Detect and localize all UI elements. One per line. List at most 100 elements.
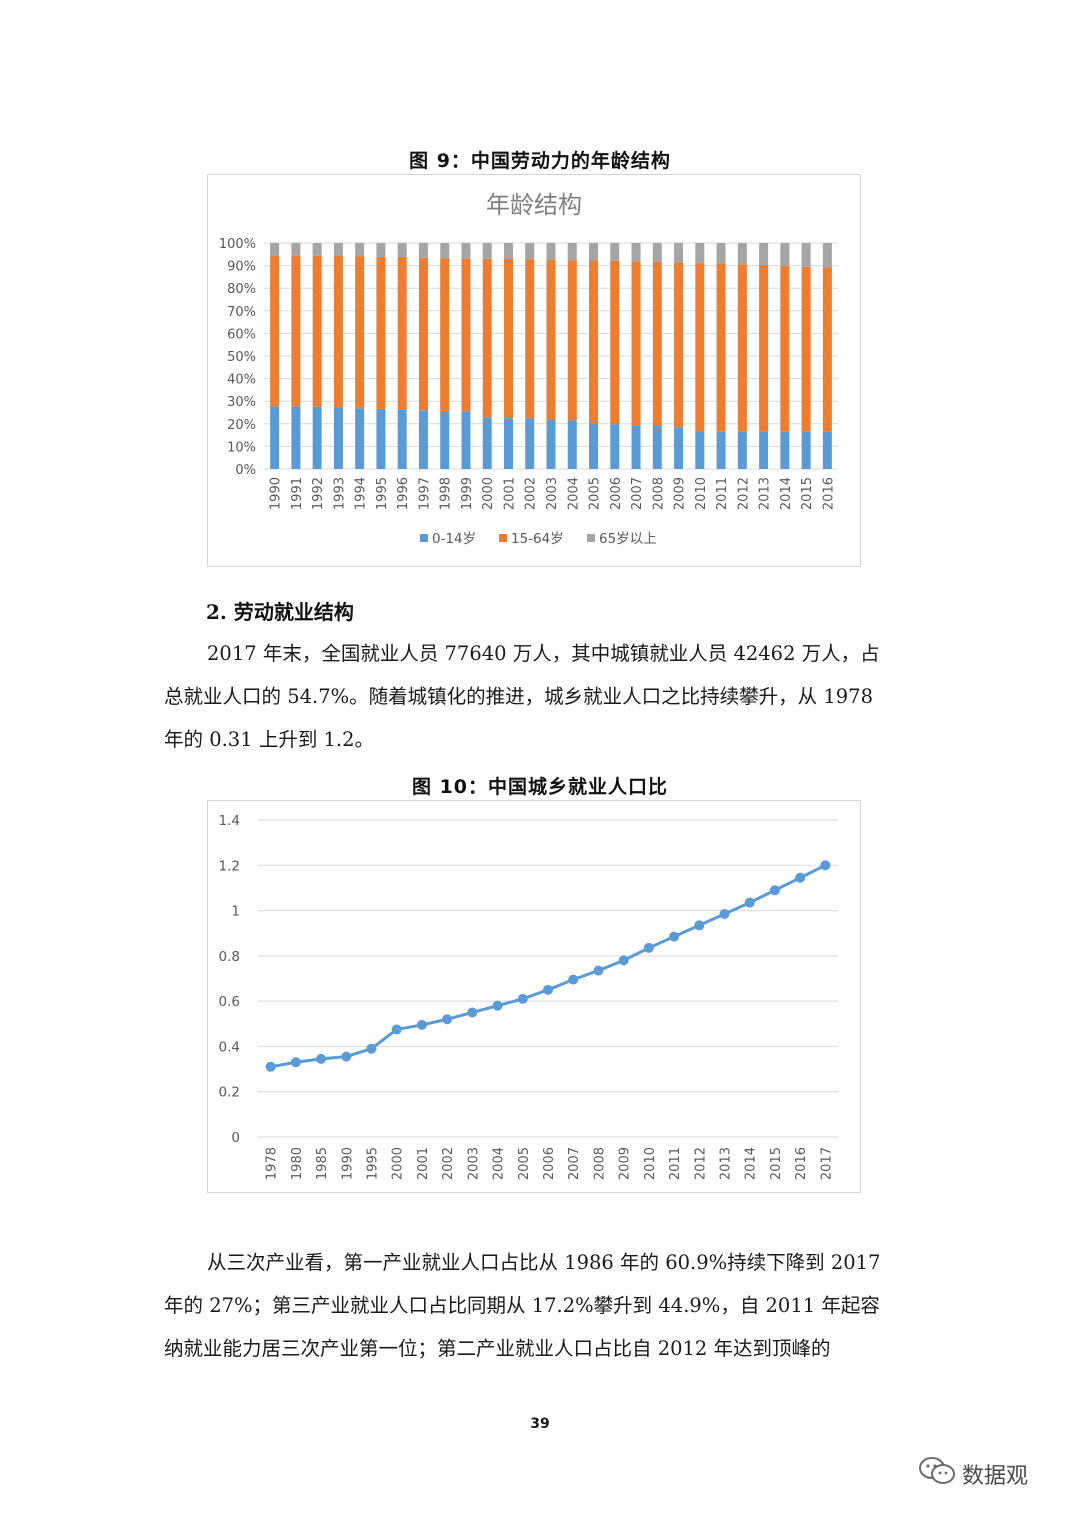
x-tick-label: 2014 bbox=[779, 477, 794, 510]
bar-segment bbox=[418, 410, 428, 469]
x-tick-label: 1998 bbox=[439, 477, 454, 510]
figure9-caption: 图 9：中国劳动力的年龄结构 bbox=[409, 150, 671, 172]
data-point bbox=[820, 860, 831, 871]
bar-segment bbox=[610, 424, 620, 469]
bar-segment bbox=[461, 243, 471, 259]
bar-segment bbox=[333, 243, 343, 256]
bar-segment bbox=[695, 263, 705, 432]
x-tick-label: 2006 bbox=[542, 1147, 557, 1180]
bar-segment bbox=[674, 427, 684, 469]
legend-label: 15-64岁 bbox=[511, 531, 564, 547]
bar-segment bbox=[440, 243, 450, 259]
x-tick-label: 2017 bbox=[819, 1147, 834, 1180]
bar-segment bbox=[418, 243, 428, 258]
x-tick-label: 1996 bbox=[396, 477, 411, 510]
y-tick-label: 40% bbox=[227, 373, 256, 388]
bar-segment bbox=[312, 243, 322, 256]
bar-segment bbox=[567, 420, 577, 469]
bar-segment bbox=[397, 243, 407, 258]
data-point bbox=[543, 984, 553, 995]
bar-segment bbox=[440, 258, 450, 411]
bar-segment bbox=[759, 264, 769, 432]
urban-rural-ratio-svg: 0 0.2 0.4 0.6 0.8 1 1.2 1.4 1978 1980 1985 1990 1995… bbox=[219, 813, 838, 1180]
data-point bbox=[391, 1024, 402, 1035]
urban-rural-ratio-chart: 0 0.2 0.4 0.6 0.8 1 1.2 1.4 1978 1980 1985 1990 1995… bbox=[207, 800, 861, 1193]
bar-segment bbox=[567, 260, 577, 421]
bar-segment bbox=[780, 431, 790, 469]
data-point bbox=[568, 974, 579, 985]
x-tick-label: 2013 bbox=[758, 477, 773, 510]
data-point bbox=[643, 942, 654, 953]
x-tick-label: 2001 bbox=[502, 477, 517, 510]
bar-segment bbox=[822, 243, 832, 268]
y-tick-label: 20% bbox=[227, 418, 256, 433]
bar-segment bbox=[482, 417, 492, 469]
bar-segment bbox=[631, 261, 641, 426]
bar-segment bbox=[546, 243, 556, 260]
bar-segment bbox=[355, 256, 365, 409]
bar-segment bbox=[461, 258, 471, 412]
data-point bbox=[618, 955, 629, 966]
bar-segment bbox=[674, 262, 684, 428]
bar-segment bbox=[652, 261, 662, 427]
data-point bbox=[341, 1051, 352, 1062]
bar-segment bbox=[737, 243, 747, 265]
bar-segment bbox=[631, 425, 641, 469]
y-tick-label: 1.2 bbox=[219, 858, 240, 874]
y-tick-label: 1 bbox=[231, 904, 240, 920]
x-tick-label: 1995 bbox=[375, 477, 390, 510]
y-tick-label: 80% bbox=[227, 282, 256, 297]
x-tick-label: 2000 bbox=[481, 477, 496, 510]
bar-segment bbox=[333, 407, 343, 469]
bar-segment bbox=[270, 243, 280, 256]
bar-segment bbox=[376, 243, 386, 258]
section-heading: 2. 劳动就业结构 bbox=[206, 600, 354, 624]
x-tick-label: 2013 bbox=[719, 1147, 734, 1180]
data-point bbox=[316, 1053, 327, 1064]
data-point bbox=[467, 1007, 478, 1018]
bar-segment bbox=[546, 419, 556, 469]
paragraph-line: 从三次产业看，第一产业就业人口占比从 1986 年的 60.9%持续下降到 20… bbox=[207, 1251, 881, 1274]
bar-segment bbox=[482, 243, 492, 259]
bar-segment bbox=[270, 255, 280, 407]
bar-segment bbox=[695, 431, 705, 469]
y-tick-label: 10% bbox=[227, 440, 256, 455]
x-tick-label: 2007 bbox=[567, 1147, 582, 1180]
bar-segment bbox=[312, 255, 322, 407]
data-point bbox=[517, 993, 528, 1004]
x-tick-label: 2002 bbox=[441, 1147, 456, 1180]
x-tick-label: 1999 bbox=[460, 477, 475, 510]
bar-segment bbox=[418, 257, 428, 411]
bar-segment bbox=[759, 431, 769, 469]
bar-segment bbox=[737, 431, 747, 469]
x-tick-label: 2003 bbox=[466, 1147, 481, 1180]
paragraph-line: 总就业人口的 54.7%。随着城镇化的推进，城乡就业人口之比持续攀升，从 197… bbox=[164, 685, 873, 708]
bar-segment bbox=[503, 259, 513, 419]
x-tick-label: 1980 bbox=[290, 1147, 305, 1180]
data-point bbox=[442, 1014, 453, 1025]
x-tick-label: 1997 bbox=[417, 477, 432, 510]
bar-segment bbox=[674, 243, 684, 263]
bar-segment bbox=[503, 418, 513, 469]
y-tick-label: 100% bbox=[219, 237, 256, 252]
bar-segment bbox=[822, 267, 832, 432]
bar-segment bbox=[589, 260, 599, 424]
x-tick-label: 2005 bbox=[517, 1147, 532, 1180]
data-point bbox=[416, 1019, 427, 1030]
x-tick-label: 1985 bbox=[315, 1147, 330, 1180]
y-tick-label: 90% bbox=[227, 260, 256, 275]
bar-segment bbox=[291, 255, 301, 407]
bar-segment bbox=[801, 431, 811, 469]
bar-segment bbox=[695, 243, 705, 264]
y-tick-label: 0.4 bbox=[219, 1039, 240, 1055]
age-structure-chart: 年龄结构 0% 10% 20% 30% 40% 50% 60% 70% 80% 90% 100% 199… bbox=[207, 174, 861, 567]
bar-segment bbox=[525, 243, 535, 260]
age-structure-svg: 年龄结构 0% 10% 20% 30% 40% 50% 60% 70% 80% 90% 100% 199… bbox=[219, 191, 838, 547]
x-tick-label: 2011 bbox=[668, 1147, 683, 1180]
y-tick-label: 0.8 bbox=[219, 949, 240, 965]
x-tick-label: 2004 bbox=[566, 477, 581, 510]
bar-segment bbox=[801, 266, 811, 432]
bar-segment bbox=[716, 243, 726, 264]
bar-segment bbox=[291, 406, 301, 469]
bar-segment bbox=[631, 243, 641, 262]
